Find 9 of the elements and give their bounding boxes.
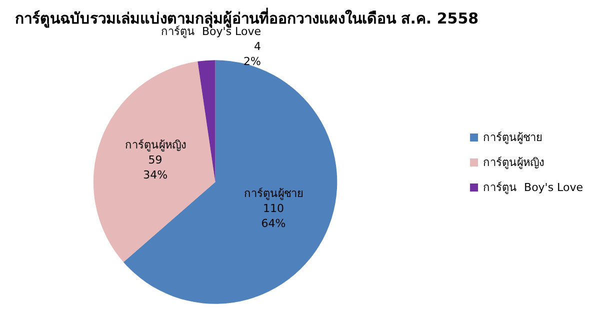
legend-label: การ์ตูนผู้ชาย (483, 131, 542, 144)
legend-label: การ์ตูนผู้หญิง (483, 156, 544, 169)
chart-title: การ์ตูนฉบับรวมเล่มแบ่งตามกลุ่มผู้อ่านที่ออกวางแผงในเดือน ส.ค. 2558 (15, 8, 479, 28)
legend-label: การ์ตูน Boy's Love (483, 181, 584, 194)
slice-label: การ์ตูนผู้ชาย (244, 186, 303, 200)
data-label: 4 2% (244, 40, 261, 68)
data-label: 110 64% (261, 202, 286, 230)
slice-label: การ์ตูนผู้หญิง (124, 138, 186, 152)
data-label: 59 34% (143, 153, 168, 182)
